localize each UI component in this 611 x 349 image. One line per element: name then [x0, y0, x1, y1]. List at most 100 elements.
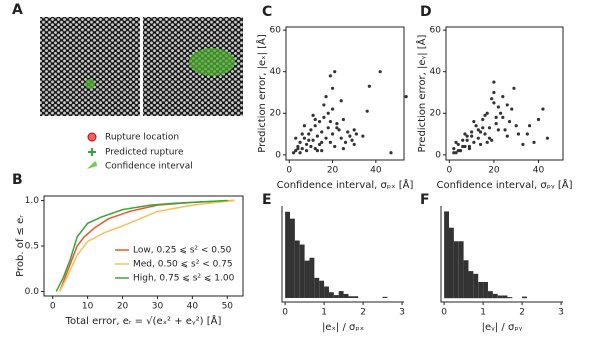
point [352, 142, 356, 147]
point [461, 138, 465, 142]
point [404, 95, 408, 99]
point [298, 140, 302, 144]
point [326, 126, 330, 130]
point [465, 138, 469, 142]
x-tick-label: 1 [321, 308, 327, 318]
point [333, 144, 337, 149]
point [330, 132, 335, 136]
point [496, 105, 500, 109]
bar [522, 296, 527, 299]
confidence-region [189, 48, 235, 76]
bar [468, 271, 474, 299]
panel-label: C [262, 4, 272, 20]
x-tick-label: 20 [327, 166, 339, 176]
bar [492, 293, 498, 299]
point [311, 113, 315, 117]
point [525, 132, 529, 136]
point [307, 132, 311, 136]
x-axis-label: Total error, eᵣ = √(eₓ² + eᵧ²) [Å] [65, 314, 222, 327]
bar [289, 218, 295, 298]
point [298, 151, 302, 155]
point [454, 151, 458, 155]
point [365, 109, 369, 113]
point [343, 140, 348, 144]
x-axis-label: Confidence interval, σₚᵧ [Å] [436, 178, 572, 191]
point [307, 138, 311, 142]
point [294, 136, 298, 140]
point [472, 119, 476, 124]
point [465, 134, 469, 138]
point [527, 124, 532, 128]
point [467, 144, 471, 149]
point [487, 136, 492, 140]
point [470, 134, 474, 138]
y-tick-label: 20 [270, 109, 282, 119]
panel-label: B [12, 172, 23, 188]
y-axis-label: Prediction error, |eᵧ| [Å] [415, 34, 428, 152]
point [452, 151, 456, 155]
point [300, 146, 304, 151]
legend-icon [88, 148, 96, 156]
point [499, 111, 503, 115]
x-tick-label: 3 [558, 308, 564, 318]
x-tick-label: 0 [441, 308, 447, 318]
point [315, 149, 319, 153]
point [352, 128, 356, 132]
axes-spines [281, 206, 404, 303]
legend-text: Confidence interval [105, 162, 193, 172]
point [294, 149, 298, 153]
x-axis-label: |eₓ| / σₚₓ [322, 322, 364, 333]
x-tick-label: 0 [50, 302, 56, 312]
point [478, 130, 483, 134]
bar [319, 280, 325, 298]
point [496, 128, 500, 132]
x-tick-label: 2 [360, 308, 366, 318]
point [494, 115, 498, 119]
bar [343, 293, 349, 298]
point [485, 140, 489, 144]
point [481, 126, 485, 130]
y-tick-label: 20 [430, 109, 442, 119]
point [324, 95, 328, 99]
x-tick-label: 2 [519, 308, 525, 318]
bar [487, 291, 493, 299]
x-axis-label: Confidence interval, σₚₓ [Å] [277, 178, 414, 191]
point [481, 117, 485, 122]
bar [314, 277, 320, 298]
x-tick-label: 3 [399, 308, 405, 318]
panel-label: F [420, 192, 430, 208]
axes-frame [445, 26, 564, 161]
axes-frame [285, 26, 405, 161]
point [309, 144, 313, 149]
point [505, 134, 509, 138]
y-tick-label: 60 [270, 26, 282, 36]
point [350, 138, 354, 142]
point [320, 140, 324, 144]
x-tick-label: 20 [488, 166, 500, 176]
point [333, 70, 337, 74]
x-tick-label: 40 [370, 166, 382, 176]
point [456, 142, 460, 147]
point [512, 86, 516, 90]
point [476, 128, 480, 132]
point [490, 97, 494, 101]
bar [478, 281, 484, 299]
bar [299, 244, 305, 298]
point [302, 124, 307, 128]
panel-label: A [12, 2, 23, 18]
legend-text: Low, 0.25 ⩽ s² < 0.50 [133, 246, 232, 256]
bar [324, 286, 329, 298]
cdf-line [55, 199, 228, 292]
y-tick-label: 0 [275, 150, 281, 160]
point [313, 124, 317, 128]
bar [348, 296, 354, 298]
point [474, 124, 478, 128]
point [300, 132, 304, 136]
point [337, 128, 341, 132]
point [478, 142, 483, 147]
y-tick-label: 0.5 [25, 242, 39, 252]
y-tick-label: 0.0 [25, 287, 40, 297]
x-axis-label: |eᵧ| / σₚᵧ [482, 322, 523, 333]
